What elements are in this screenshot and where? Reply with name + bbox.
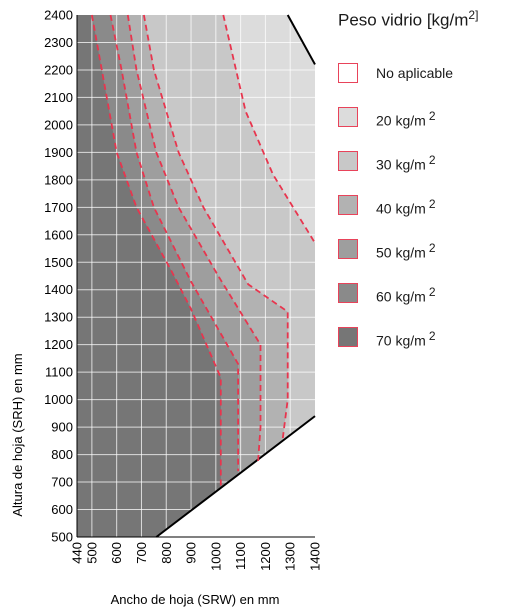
x-axis-label: Ancho de hoja (SRW) en mm [111, 592, 280, 607]
series-line-1 [222, 14, 316, 244]
legend-label: 50 kg/m 2 [376, 241, 436, 261]
legend-title-text: Peso vidrio [kg/m [338, 10, 469, 30]
legend-swatch [338, 239, 358, 259]
legend-label-text: 30 kg/m [376, 156, 426, 173]
legend-label: 20 kg/m 2 [376, 109, 436, 129]
x-tick-label: 1000 [208, 542, 223, 571]
chart-grid [77, 15, 315, 537]
legend-swatch [338, 327, 358, 347]
y-tick-label: 2100 [44, 90, 73, 105]
x-tick-label: 1400 [308, 542, 323, 571]
y-tick-label: 1600 [44, 227, 73, 242]
x-tick-label: 800 [159, 542, 174, 564]
boundary-line-bottom [155, 415, 316, 538]
x-tick-label: 440 [70, 542, 85, 564]
boundary-line-top [286, 14, 316, 65]
y-tick-label: 700 [51, 475, 73, 490]
x-tick-label: 500 [84, 542, 99, 564]
legend-label-sup: 2 [428, 109, 436, 123]
y-tick-label: 1100 [45, 365, 73, 380]
legend-label: No aplicable [376, 65, 453, 81]
legend-title: Peso vidrio [kg/m2] [338, 8, 506, 31]
y-tick-label: 600 [51, 502, 73, 517]
y-tick-label: 1900 [44, 145, 73, 160]
legend-label-text: No aplicable [376, 65, 454, 81]
x-tick-label: 600 [109, 542, 124, 564]
legend-swatch [338, 151, 358, 171]
y-tick-label: 900 [51, 420, 73, 435]
y-tick-label: 800 [51, 447, 73, 462]
legend-label-text: 50 kg/m [376, 244, 426, 261]
series-line-2 [143, 14, 289, 439]
x-tick-label: 1200 [258, 542, 273, 571]
chart-boundary-layer [155, 14, 316, 538]
x-tick-label: 700 [134, 542, 149, 564]
y-tick-label: 2000 [44, 117, 73, 132]
legend-label-text: 70 kg/m [376, 332, 426, 349]
legend-label: 60 kg/m 2 [376, 285, 436, 305]
x-tick-label: 1100 [233, 542, 248, 570]
legend-swatch [338, 195, 358, 215]
y-tick-label: 1000 [44, 392, 73, 407]
zone-fill-70 [77, 15, 221, 537]
legend-swatch [338, 63, 358, 83]
legend-swatch [338, 107, 358, 127]
legend-label: 30 kg/m 2 [376, 153, 436, 173]
legend-label-text: 40 kg/m [376, 200, 426, 217]
y-tick-label: 1500 [44, 255, 73, 270]
legend-label-sup: 2 [428, 241, 436, 255]
chart-series-layer [91, 14, 316, 488]
series-line-4 [109, 14, 240, 472]
legend: Peso vidrio [kg/m2] No aplicable 20 kg/m 2… [338, 8, 506, 349]
legend-label-sup: 2 [428, 285, 436, 299]
legend-item: 40 kg/m 2 [338, 195, 506, 217]
y-axis-label: Altura de hoja (SRH) en mm [10, 353, 25, 516]
y-tick-label: 2200 [44, 62, 73, 77]
legend-item: No aplicable [338, 63, 506, 85]
legend-swatch [338, 283, 358, 303]
legend-label-text: 20 kg/m [376, 112, 426, 129]
chart-axes: 500 600 700 800 900 1000 1100 1200 1300 1400 1500 1… [44, 8, 322, 571]
chart-fill-layer [77, 15, 315, 537]
legend-title-sup: 2] [468, 8, 479, 22]
y-tick-label: 2300 [44, 35, 73, 50]
legend-item: 20 kg/m 2 [338, 107, 506, 129]
y-tick-label: 1700 [44, 200, 73, 215]
legend-item: 70 kg/m 2 [338, 327, 506, 349]
legend-label: 70 kg/m 2 [376, 329, 436, 349]
legend-item: 60 kg/m 2 [338, 283, 506, 305]
legend-label-sup: 2 [428, 153, 436, 167]
legend-item: 50 kg/m 2 [338, 239, 506, 261]
legend-label: 40 kg/m 2 [376, 197, 436, 217]
legend-label-text: 60 kg/m [376, 288, 426, 305]
legend-item: 30 kg/m 2 [338, 151, 506, 173]
legend-label-sup: 2 [428, 329, 436, 343]
x-tick-label: 900 [184, 542, 199, 564]
legend-label-sup: 2 [428, 197, 436, 211]
y-tick-label: 500 [51, 530, 73, 545]
y-tick-label: 1400 [44, 282, 73, 297]
x-tick-label: 1300 [283, 542, 298, 571]
y-tick-label: 1800 [44, 172, 73, 187]
y-tick-label: 2400 [44, 8, 73, 23]
series-line-5 [91, 14, 222, 488]
y-tick-label: 1300 [44, 310, 73, 325]
y-tick-label: 1200 [44, 337, 73, 352]
